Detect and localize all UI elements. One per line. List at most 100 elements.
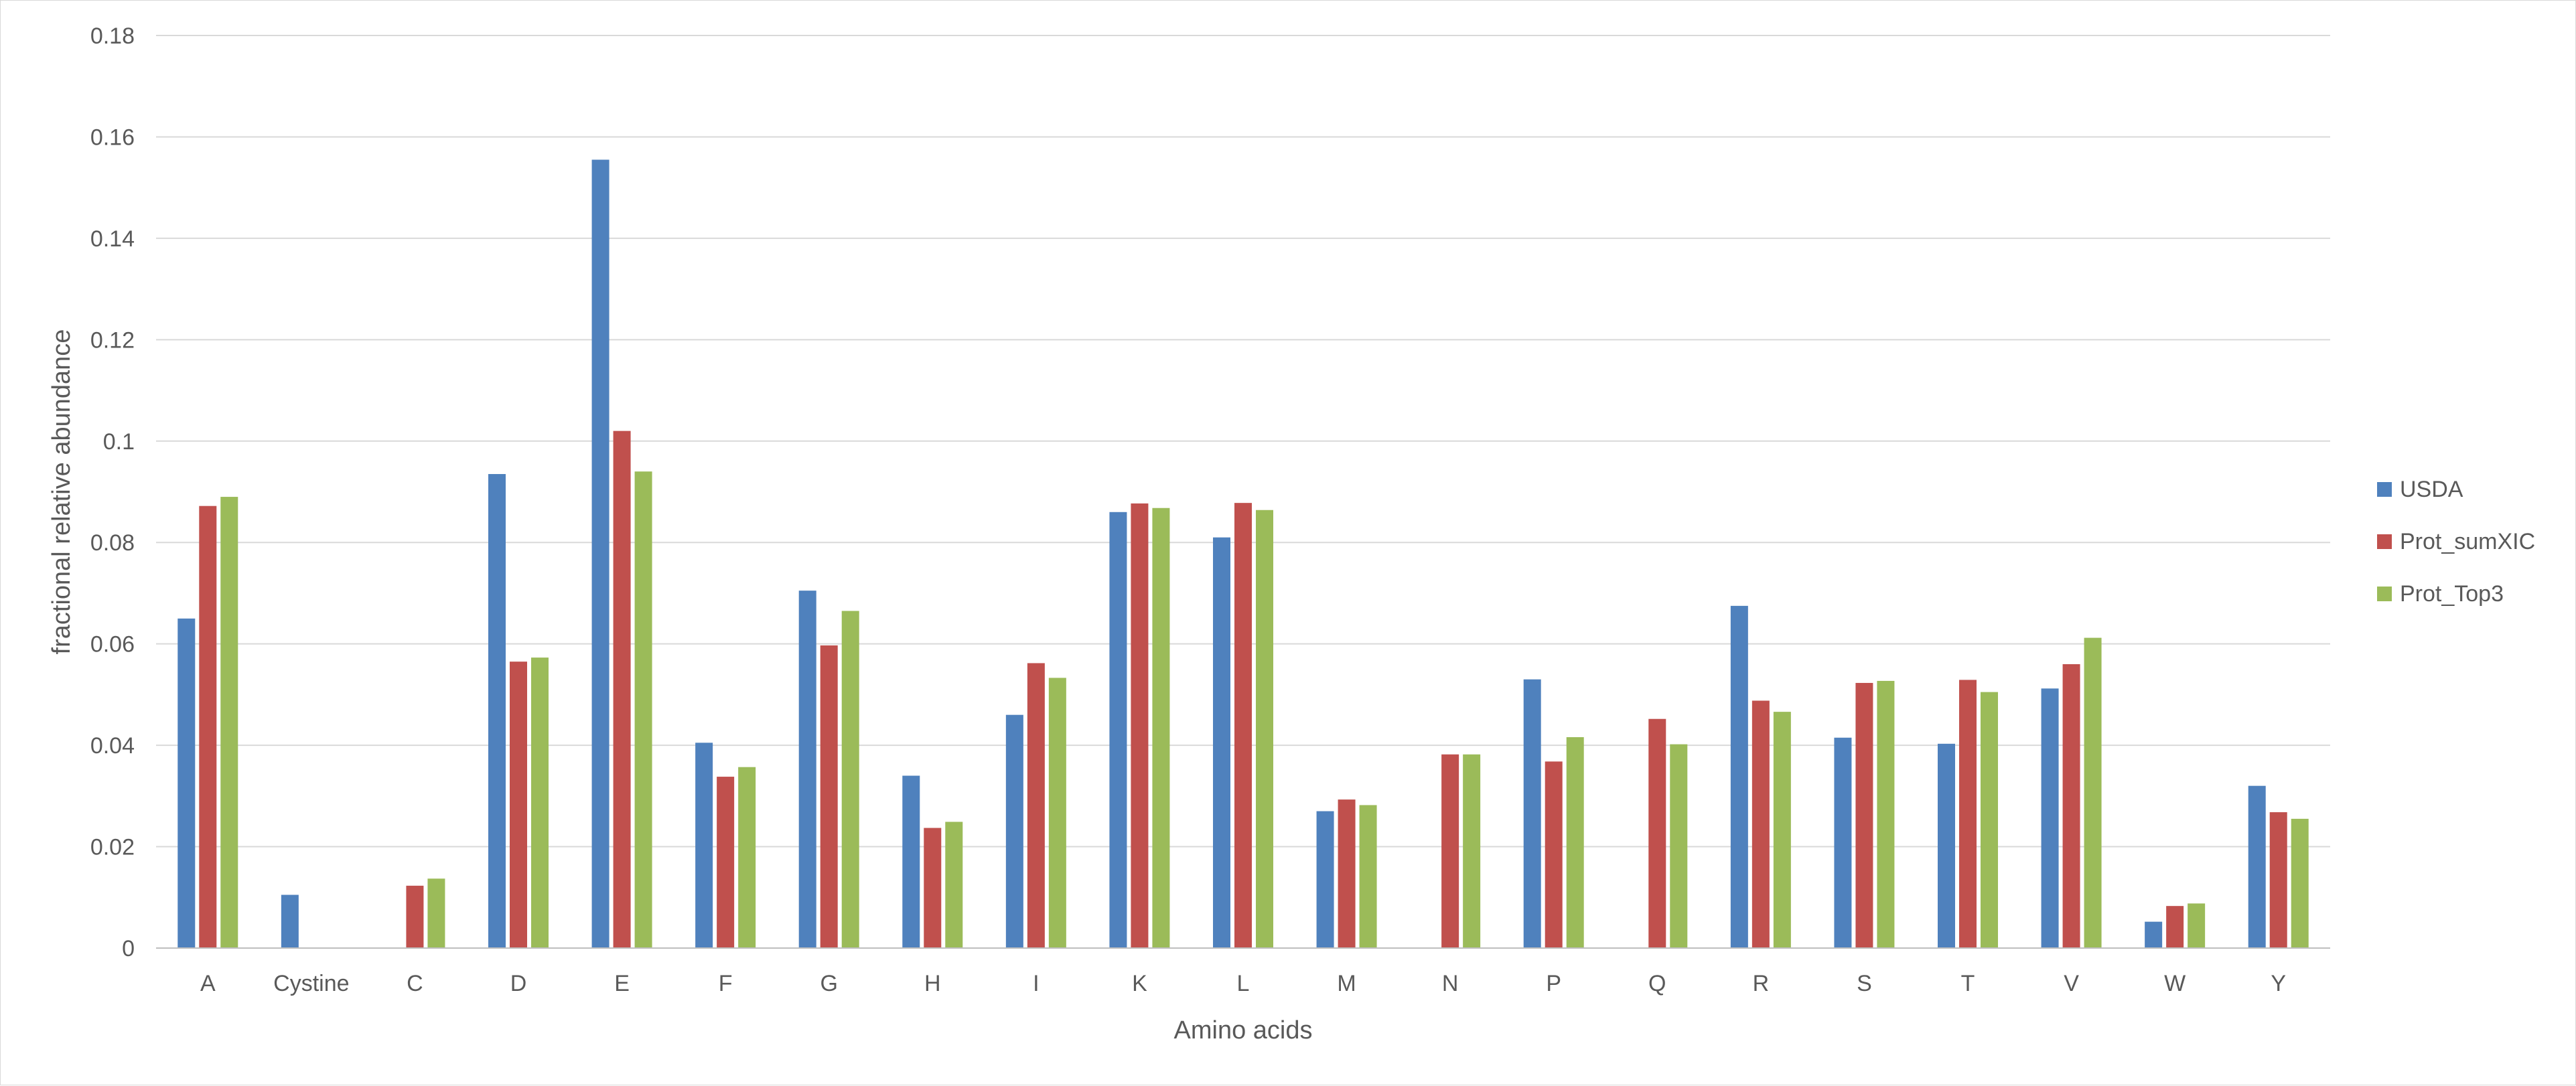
bar-prot-top3-d <box>531 657 549 948</box>
bar-prot-top3-f <box>738 767 756 948</box>
y-tick-label: 0.1 <box>103 429 135 455</box>
bar-prot-top3-p <box>1566 736 1584 948</box>
x-axis-tick-labels: A Cystine C D E F G H I K L M N P Q R S T V W Y <box>200 971 2286 996</box>
bar-usda-r <box>1730 605 1748 948</box>
bar-prot-top3-y <box>2291 818 2309 948</box>
y-axis-tick-labels: 0 0.02 0.04 0.06 0.08 0.1 0.12 0.14 0.16 0.18 <box>90 23 135 961</box>
bar-usda-a <box>177 618 196 948</box>
bar-prot-sumxic-s <box>1855 682 1873 948</box>
bar-usda-k <box>1109 512 1127 948</box>
bar-prot-sumxic-r <box>1751 700 1770 948</box>
y-tick-label: 0.04 <box>90 733 135 759</box>
x-tick-label: Cystine <box>273 971 349 996</box>
bar-prot-sumxic-q <box>1648 718 1666 948</box>
x-tick-label: Y <box>2271 971 2286 996</box>
bar-prot-sumxic-w <box>2166 906 2184 948</box>
legend-label: Prot_Top3 <box>2400 581 2504 607</box>
legend: USDA Prot_sumXIC Prot_Top3 <box>2377 477 2535 607</box>
bar-usda-m <box>1316 811 1334 948</box>
bar-prot-sumxic-k <box>1131 503 1149 948</box>
bar-prot-sumxic-e <box>613 431 631 948</box>
y-tick-label: 0.14 <box>90 226 135 252</box>
legend-swatch <box>2377 587 2392 601</box>
x-tick-label: L <box>1237 971 1250 996</box>
bar-prot-top3-s <box>1877 680 1895 948</box>
bar-prot-top3-r <box>1773 712 1791 948</box>
x-tick-label: V <box>2064 971 2079 996</box>
bar-prot-sumxic-d <box>510 662 527 948</box>
x-tick-label: H <box>924 971 941 996</box>
bar-prot-sumxic-v <box>2062 664 2080 948</box>
bar-usda-e <box>591 159 610 949</box>
bar-prot-top3-a <box>220 497 238 948</box>
x-tick-label: R <box>1753 971 1770 996</box>
bar-usda-f <box>695 743 713 948</box>
bars <box>177 159 2309 949</box>
bar-usda-d <box>488 473 506 948</box>
x-tick-label: N <box>1442 971 1459 996</box>
bar-prot-sumxic-c <box>406 885 424 948</box>
bar-prot-top3-c <box>427 878 445 948</box>
y-tick-label: 0.06 <box>90 632 135 657</box>
x-tick-label: Q <box>1648 971 1666 996</box>
y-tick-label: 0.08 <box>90 530 135 556</box>
bar-usda-l <box>1213 537 1230 948</box>
x-tick-label: K <box>1132 971 1147 996</box>
bar-prot-top3-m <box>1359 805 1377 948</box>
bar-prot-top3-k <box>1152 508 1170 948</box>
bar-usda-t <box>1938 743 1955 948</box>
bar-prot-sumxic-a <box>199 506 217 948</box>
bar-prot-top3-l <box>1256 510 1273 948</box>
legend-label: USDA <box>2400 477 2463 502</box>
x-tick-label: S <box>1857 971 1872 996</box>
y-tick-label: 0 <box>122 936 135 961</box>
bar-prot-top3-g <box>841 611 859 948</box>
x-tick-label: W <box>2164 971 2186 996</box>
bar-prot-sumxic-t <box>1959 680 1977 948</box>
y-tick-label: 0.16 <box>90 125 135 150</box>
x-tick-label: C <box>407 971 423 996</box>
bar-usda-p <box>1523 679 1541 948</box>
legend-label: Prot_sumXIC <box>2400 529 2535 554</box>
bar-prot-top3-v <box>2084 637 2102 948</box>
bar-prot-top3-i <box>1048 678 1066 948</box>
x-tick-label: P <box>1546 971 1561 996</box>
legend-swatch <box>2377 534 2392 549</box>
bar-usda-i <box>1005 714 1023 948</box>
x-tick-label: A <box>200 971 216 996</box>
bar-prot-top3-h <box>945 822 963 948</box>
bar-usda-h <box>902 775 920 948</box>
bar-prot-top3-q <box>1670 744 1688 948</box>
bar-prot-sumxic-f <box>717 777 735 948</box>
bar-prot-sumxic-m <box>1338 799 1356 948</box>
x-tick-label: G <box>820 971 837 996</box>
bar-prot-sumxic-g <box>820 645 838 948</box>
bar-prot-top3-n <box>1463 754 1481 948</box>
bar-prot-top3-e <box>634 471 652 948</box>
x-tick-label: I <box>1033 971 1039 996</box>
bar-prot-top3-w <box>2188 903 2206 948</box>
y-tick-label: 0.12 <box>90 327 135 353</box>
x-tick-label: M <box>1337 971 1356 996</box>
bar-usda-g <box>798 591 816 948</box>
bar-prot-sumxic-n <box>1441 754 1459 948</box>
y-tick-label: 0.18 <box>90 23 135 49</box>
bar-usda-y <box>2248 785 2266 948</box>
bar-prot-sumxic-y <box>2269 812 2287 948</box>
bar-usda-cystine <box>281 895 299 948</box>
legend-swatch <box>2377 482 2392 497</box>
x-tick-label: D <box>510 971 527 996</box>
bar-prot-top3-t <box>1981 692 1998 948</box>
x-axis-title: Amino acids <box>1174 1016 1313 1044</box>
x-tick-label: E <box>614 971 630 996</box>
bar-usda-s <box>1834 737 1852 948</box>
y-axis-title: fractional relative abundance <box>48 329 76 655</box>
bar-usda-w <box>2145 921 2163 948</box>
bar-prot-sumxic-i <box>1027 663 1045 948</box>
x-tick-label: T <box>1961 971 1975 996</box>
bar-usda-v <box>2041 688 2059 948</box>
bar-prot-sumxic-p <box>1545 761 1563 948</box>
y-tick-label: 0.02 <box>90 835 135 860</box>
